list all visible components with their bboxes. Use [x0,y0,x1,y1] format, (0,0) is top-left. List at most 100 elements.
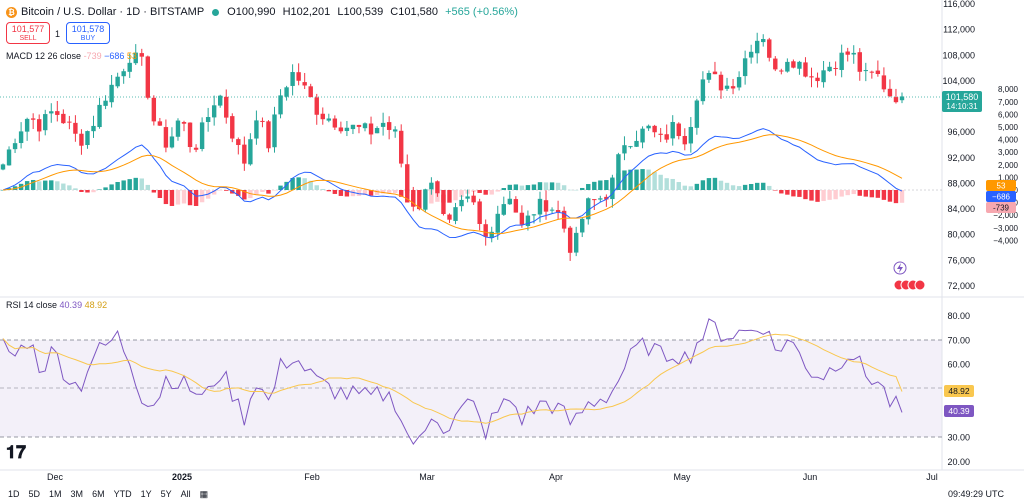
signal-tag [986,180,1016,191]
macd-hist-bar [712,177,718,190]
candle-body [779,70,784,72]
macd-hist-bar [761,182,766,190]
macd-hist-bar [392,190,398,193]
macd-legend[interactable]: MACD 12 26 close -739 −686 53 [6,51,137,61]
candle-body [199,122,205,149]
timeframe-1m[interactable]: 1M [49,489,62,499]
macd-hist-bar [91,190,96,193]
candle-body [24,118,30,132]
candle-body [501,204,506,215]
macd-tick: 0 [1014,186,1019,195]
candle-body [175,120,181,137]
macd-hist-bar [356,190,362,196]
candle-body [109,84,114,103]
candle-body [700,79,706,102]
candle-body [157,121,163,126]
macd-axis[interactable]: 8,000 7,000 6,000 5,000 4,000 3,000 2,000 1,000… [993,85,1018,245]
rsi-legend[interactable]: RSI 14 close 40.39 48.92 [6,300,107,310]
price-axis[interactable]: 116,000112,000108,000104,000100,00096,00… [942,0,975,291]
macd-hist-bar [218,190,223,191]
bitcoin-icon: ₿ [6,6,17,18]
candle-body [586,198,591,220]
macd-hist-bar [55,181,60,190]
candle-body [411,193,416,205]
candle-body [767,39,772,58]
candle-body [218,95,223,106]
macd-hist-bar [453,190,458,201]
buy-button[interactable]: 101,578 BUY [66,22,110,44]
macd-tag [986,191,1016,202]
macd-hist-bar [869,190,875,198]
candle-body [435,181,440,194]
candle-body [513,199,519,213]
macd-hist-bar [561,185,567,190]
candle-body [815,77,820,82]
calendar-icon[interactable]: ▦ [199,489,209,499]
rsi-ma-line [2,333,903,424]
candle-body [211,105,217,118]
candle-body [573,232,579,253]
symbol-title[interactable]: Bitcoin / U.S. Dollar · 1D · BITSTAMP [21,6,205,18]
time-axis[interactable]: Dec 2025 Feb Mar Apr May Jun Jul [47,472,938,482]
macd-hist-bar [169,190,175,206]
price-tick: 84,000 [947,204,975,214]
macd-hist-bar [622,170,627,190]
candle-body [561,210,567,229]
tradingview-logo[interactable]: 𝟏𝟕 [6,442,27,462]
timeframe-all[interactable]: All [180,489,191,499]
macd-hist-bar [24,181,30,190]
timeframe-5y[interactable]: 5Y [160,489,172,499]
candle-body [567,227,573,253]
macd-tick: −2,000 [993,211,1018,220]
rsi-tick: 30.00 [947,433,970,443]
macd-tag-label: −686 [992,193,1011,202]
timeframe-1d[interactable]: 1D [8,489,20,499]
timeframe-ytd[interactable]: YTD [113,489,132,499]
candle-body [712,71,718,75]
macd-hist-bar [803,190,808,200]
candle-body [121,71,126,77]
macd-hist-bar [0,190,6,191]
candle-body [248,139,253,165]
event-flag-icon-4[interactable] [914,279,926,291]
candle-body [103,100,108,106]
time-tick: May [673,472,691,482]
macd-hist-bar [37,181,42,190]
macd-hist-bar [815,190,820,202]
candle-body [803,62,808,77]
candle-body [718,74,724,91]
timeframe-1y[interactable]: 1Y [140,489,152,499]
macd-hist-bar [646,169,651,190]
macd-hist-bar [881,190,887,200]
candle-body [827,66,832,72]
candle-body [187,122,193,148]
macd-hist-bar [785,190,790,195]
high-value: H102,201 [282,6,331,18]
macd-tick: 5,000 [998,123,1019,132]
candle-body [266,121,271,149]
utc-clock[interactable]: 09:49:29 UTC [947,489,1004,499]
candle-body [12,143,18,150]
macd-hist-bar [109,184,114,190]
timeframe-6m[interactable]: 6M [92,489,105,499]
candle-body [91,125,96,132]
candle-body [821,70,826,83]
macd-hist-bar [592,181,597,190]
candle-body [459,199,464,207]
candle-body [272,114,277,148]
timeframe-5d[interactable]: 5D [28,489,41,499]
macd-hist-bar [797,190,802,197]
timeframe-3m[interactable]: 3M [70,489,84,499]
macd-hist-bar [513,184,519,190]
macd-hist-bar [754,182,760,190]
sell-button[interactable]: 101,577 SELL [6,22,50,44]
macd-hist-bar [477,190,482,193]
macd-hist-bar [236,190,241,196]
macd-hist-bar [670,178,675,190]
macd-hist-bar [121,180,126,190]
macd-hist-bar [296,177,301,190]
macd-hist-bar [338,190,344,196]
candle-body [181,122,187,124]
candle-body [773,58,778,70]
